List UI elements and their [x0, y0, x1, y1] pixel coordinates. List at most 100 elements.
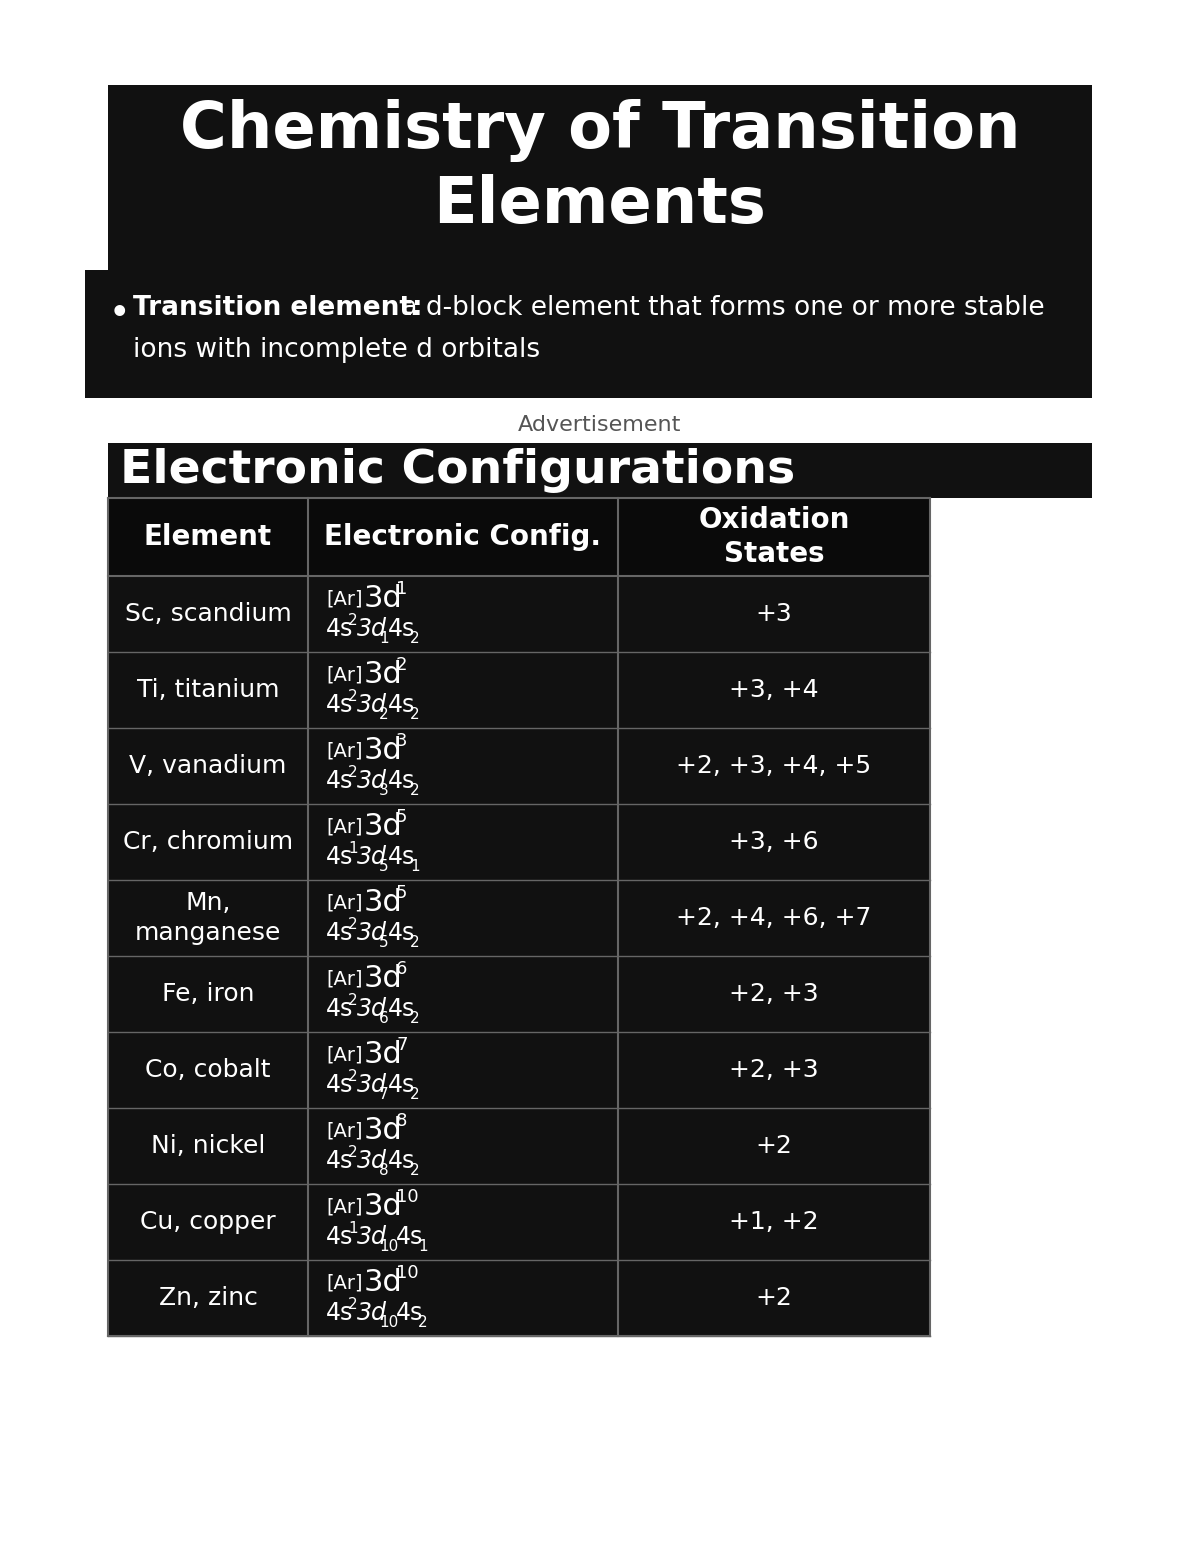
- Text: [Ar]: [Ar]: [326, 969, 362, 988]
- Text: 3d: 3d: [358, 997, 386, 1022]
- Text: +3: +3: [756, 603, 792, 626]
- Text: 4s: 4s: [388, 693, 415, 717]
- Text: 5: 5: [379, 935, 389, 950]
- Text: [Ar]: [Ar]: [326, 1197, 362, 1216]
- Text: 2: 2: [348, 1145, 358, 1160]
- Text: 2: 2: [410, 783, 420, 798]
- Text: 4s: 4s: [388, 769, 415, 794]
- Text: Oxidation
States: Oxidation States: [698, 506, 850, 568]
- Text: 3d: 3d: [364, 1269, 403, 1297]
- Text: 2: 2: [410, 1163, 420, 1177]
- Text: Electronic Config.: Electronic Config.: [324, 523, 601, 551]
- Text: 2: 2: [410, 1087, 420, 1101]
- Text: ions with incomplete d orbitals: ions with incomplete d orbitals: [133, 337, 540, 363]
- Bar: [108, 499, 930, 576]
- Text: Electronic Configurations: Electronic Configurations: [120, 447, 796, 492]
- Text: 1: 1: [418, 1239, 427, 1253]
- Text: +3, +6: +3, +6: [730, 829, 818, 854]
- Text: 2: 2: [348, 764, 358, 780]
- Text: Element: Element: [144, 523, 272, 551]
- Text: Co, cobalt: Co, cobalt: [145, 1058, 271, 1082]
- Text: 3d: 3d: [364, 888, 403, 918]
- Text: 1: 1: [396, 579, 407, 598]
- Text: 4s: 4s: [326, 1301, 353, 1325]
- Text: 2: 2: [410, 1011, 420, 1027]
- Text: +3, +4: +3, +4: [730, 679, 818, 702]
- Text: 3d: 3d: [364, 736, 403, 766]
- Text: +2, +3, +4, +5: +2, +3, +4, +5: [677, 755, 871, 778]
- Text: [Ar]: [Ar]: [326, 1121, 362, 1140]
- Text: 3d: 3d: [358, 617, 386, 641]
- Text: Ni, nickel: Ni, nickel: [151, 1134, 265, 1159]
- Text: 2: 2: [396, 655, 408, 674]
- Text: 3d: 3d: [364, 1117, 403, 1145]
- Text: 3d: 3d: [358, 845, 386, 870]
- Text: [Ar]: [Ar]: [326, 1273, 362, 1292]
- Text: 3d: 3d: [364, 812, 403, 842]
- Text: [Ar]: [Ar]: [326, 665, 362, 685]
- Text: 4s: 4s: [326, 1149, 353, 1173]
- Text: 3d: 3d: [364, 1041, 403, 1070]
- Text: [Ar]: [Ar]: [326, 741, 362, 761]
- Text: 4s: 4s: [326, 997, 353, 1022]
- Text: 2: 2: [410, 935, 420, 950]
- Text: Fe, iron: Fe, iron: [162, 981, 254, 1006]
- Text: +2: +2: [756, 1286, 792, 1311]
- Text: Mn,
manganese: Mn, manganese: [134, 891, 281, 944]
- Text: 2: 2: [410, 631, 420, 646]
- Bar: [108, 499, 930, 1336]
- Text: 3d: 3d: [364, 1193, 403, 1221]
- Text: +1, +2: +1, +2: [730, 1210, 818, 1235]
- Text: 3d: 3d: [358, 1149, 386, 1173]
- Text: 3: 3: [396, 731, 408, 750]
- Text: 2: 2: [348, 916, 358, 932]
- Text: [Ar]: [Ar]: [326, 589, 362, 609]
- Text: 2: 2: [348, 1068, 358, 1084]
- Text: V, vanadium: V, vanadium: [130, 755, 287, 778]
- Text: 2: 2: [418, 1315, 427, 1329]
- Text: +2, +3: +2, +3: [730, 981, 818, 1006]
- Text: 4s: 4s: [326, 845, 353, 870]
- Text: 2: 2: [348, 1297, 358, 1312]
- Text: 5: 5: [396, 808, 408, 826]
- Text: 3d: 3d: [358, 693, 386, 717]
- Text: 6: 6: [396, 960, 407, 978]
- Text: [Ar]: [Ar]: [326, 817, 362, 837]
- Text: 1: 1: [348, 840, 358, 856]
- Text: 4s: 4s: [326, 769, 353, 794]
- Text: 3d: 3d: [358, 769, 386, 794]
- Text: •: •: [110, 300, 130, 329]
- Text: 3d: 3d: [358, 1073, 386, 1098]
- Text: 1: 1: [379, 631, 389, 646]
- Text: 3d: 3d: [358, 1225, 386, 1249]
- Text: a d-block element that forms one or more stable: a d-block element that forms one or more…: [394, 295, 1045, 321]
- Text: [Ar]: [Ar]: [326, 893, 362, 912]
- Text: [Ar]: [Ar]: [326, 1045, 362, 1064]
- Text: 7: 7: [379, 1087, 389, 1101]
- Text: 3d: 3d: [364, 660, 403, 690]
- Text: 1: 1: [410, 859, 420, 874]
- Text: Sc, scandium: Sc, scandium: [125, 603, 292, 626]
- Text: 10: 10: [379, 1315, 398, 1329]
- Text: 4s: 4s: [396, 1225, 424, 1249]
- Text: 4s: 4s: [388, 1149, 415, 1173]
- Bar: [108, 443, 1092, 499]
- Text: +2, +3: +2, +3: [730, 1058, 818, 1082]
- Text: 10: 10: [396, 1264, 419, 1281]
- Text: 3d: 3d: [358, 921, 386, 946]
- Text: 1: 1: [348, 1221, 358, 1236]
- Text: 8: 8: [396, 1112, 407, 1131]
- Text: 4s: 4s: [388, 997, 415, 1022]
- Text: Cu, copper: Cu, copper: [140, 1210, 276, 1235]
- Text: 3d: 3d: [358, 1301, 386, 1325]
- Text: 2: 2: [379, 707, 389, 722]
- Text: 2: 2: [348, 992, 358, 1008]
- Text: Advertisement: Advertisement: [518, 415, 682, 435]
- Text: 2: 2: [410, 707, 420, 722]
- Text: 4s: 4s: [326, 693, 353, 717]
- Text: 2: 2: [348, 612, 358, 627]
- Text: Cr, chromium: Cr, chromium: [122, 829, 293, 854]
- Text: 8: 8: [379, 1163, 389, 1177]
- Text: 5: 5: [396, 884, 408, 902]
- Text: 3d: 3d: [364, 964, 403, 994]
